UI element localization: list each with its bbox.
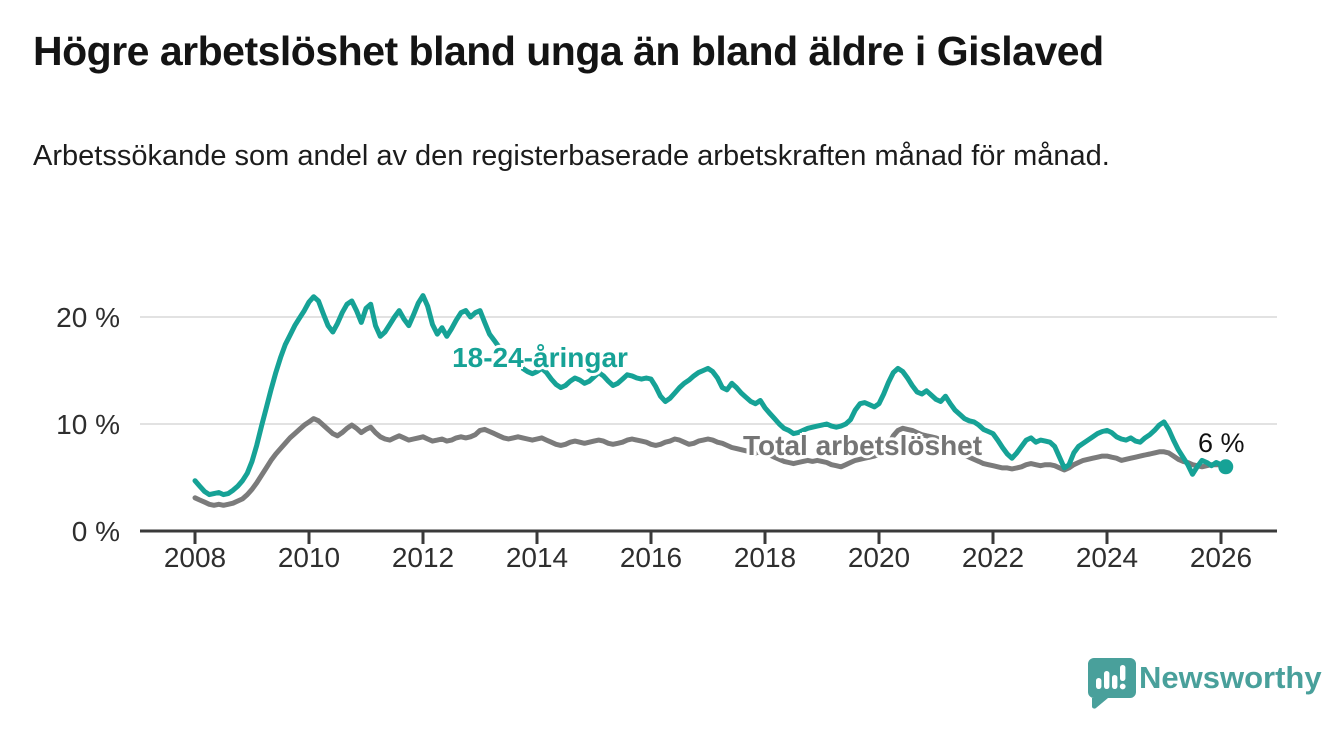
x-axis-tick-label: 2022	[961, 542, 1025, 573]
y-axis-tick-label: 10 %	[56, 409, 120, 440]
series-end-dot	[1218, 459, 1234, 475]
x-axis-tick-label: 2018	[733, 542, 797, 573]
y-axis-tick-label: 0 %	[71, 516, 120, 547]
page-title: Högre arbetslöshet bland unga än bland ä…	[33, 28, 1104, 74]
y-axis-tick-label: 20 %	[56, 302, 120, 333]
x-axis-tick-label: 2012	[391, 542, 455, 573]
x-axis-tick-label: 2026	[1189, 542, 1253, 573]
x-axis-tick-label: 2010	[277, 542, 341, 573]
x-axis-tick-label: 2020	[847, 542, 911, 573]
series-label-total: Total arbetslöshet	[743, 430, 983, 461]
x-axis-tick-label: 2016	[619, 542, 683, 573]
brand-name: Newsworthy	[1139, 660, 1322, 695]
series-line-youth	[192, 293, 1229, 498]
bar-chart-speech-bubble-icon	[1088, 658, 1136, 709]
chart-subtitle: Arbetssökande som andel av den registerb…	[33, 140, 1110, 172]
series-label-youth: 18-24-åringar	[452, 342, 628, 373]
end-value-label: 6 %	[1198, 428, 1245, 458]
series-line-total	[192, 416, 1224, 508]
x-axis-tick-label: 2024	[1075, 542, 1139, 573]
x-axis-tick-label: 2014	[505, 542, 569, 573]
x-axis-tick-label: 2008	[163, 542, 227, 573]
newsworthy-logo	[1086, 656, 1138, 709]
